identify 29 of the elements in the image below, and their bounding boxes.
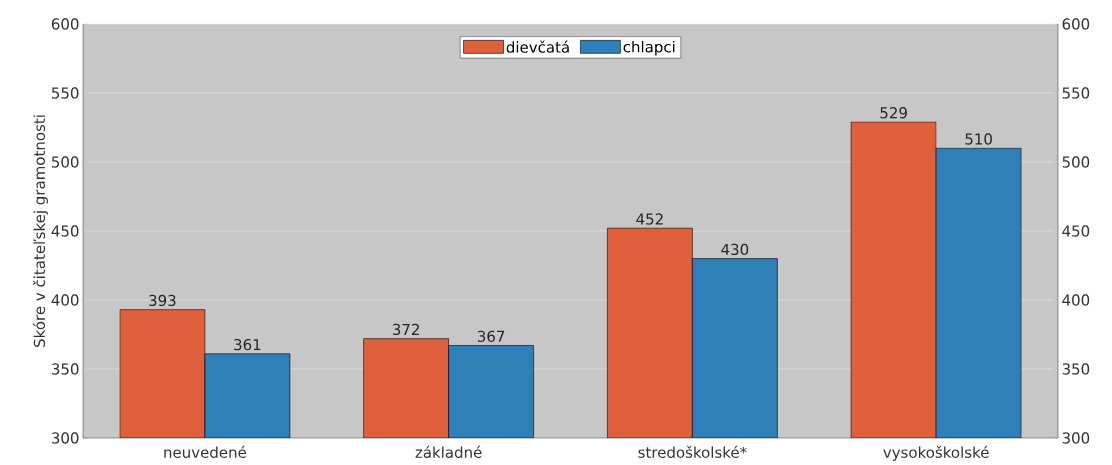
data-label: 367 <box>477 330 505 342</box>
data-label: 452 <box>636 213 663 225</box>
data-label: 430 <box>721 243 749 256</box>
data-label: 510 <box>965 133 992 145</box>
y-tick-label: 300 <box>51 432 79 444</box>
y-tick-label: 600 <box>51 18 79 30</box>
y2-tick-label: 550 <box>1062 87 1090 99</box>
y-tick-label: 500 <box>52 156 79 168</box>
x-tick-label: neuvedené <box>164 445 246 458</box>
x-tick-label: vysokoškolské <box>883 445 989 461</box>
y-tick-label: 400 <box>51 294 79 306</box>
y2-tick-label: 400 <box>1062 294 1090 306</box>
legend-label: dievčatá <box>506 40 569 53</box>
legend-label: chlapci <box>623 40 675 56</box>
y2-tick-label: 300 <box>1062 432 1090 444</box>
y2-tick-label: 350 <box>1062 363 1090 375</box>
data-label: 529 <box>880 107 907 119</box>
x-tick-label: stredoškolské* <box>638 445 747 458</box>
y-tick-label: 350 <box>51 363 79 375</box>
data-label: 372 <box>392 323 419 336</box>
data-label: 393 <box>149 294 176 307</box>
y2-tick-label: 600 <box>1062 18 1090 30</box>
y2-tick-label: 500 <box>1062 156 1090 168</box>
y-axis-title: Skóre v čitateľskej gramotnosti <box>32 115 48 347</box>
data-label: 361 <box>234 338 261 351</box>
y-tick-label: 450 <box>51 225 79 237</box>
y-tick-label: 550 <box>52 87 79 99</box>
x-tick-label: základné <box>415 445 482 458</box>
y2-tick-label: 450 <box>1062 225 1090 237</box>
